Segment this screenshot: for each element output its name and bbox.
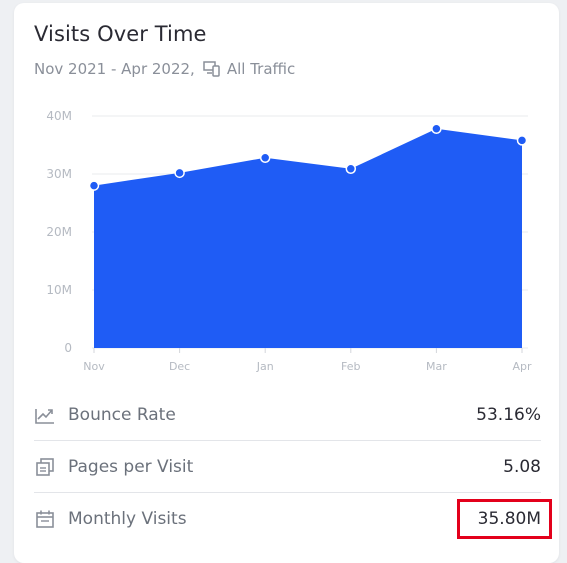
y-tick-label: 20M xyxy=(46,225,72,239)
y-tick-label: 0 xyxy=(64,341,72,355)
date-range: Nov 2021 - Apr 2022, xyxy=(34,60,195,78)
metric-value: 5.08 xyxy=(503,457,541,477)
chart-ticks: 0 10M 20M 30M 40M Nov Dec Jan Feb Mar Apr xyxy=(46,109,532,373)
highlight-box xyxy=(457,499,552,539)
traffic-filter[interactable]: All Traffic xyxy=(226,60,296,78)
y-tick-label: 40M xyxy=(46,109,72,123)
metric-label: Pages per Visit xyxy=(68,457,194,477)
divider xyxy=(34,492,541,493)
y-tick-label: 10M xyxy=(46,283,72,297)
x-tick-label: Apr xyxy=(512,360,532,373)
data-point[interactable] xyxy=(516,135,528,146)
data-point[interactable] xyxy=(174,167,185,179)
metric-bounce-rate: Bounce Rate 53.16% xyxy=(34,389,541,441)
data-point[interactable] xyxy=(345,163,357,175)
divider xyxy=(34,440,541,441)
metric-label: Monthly Visits xyxy=(68,509,187,529)
area-series xyxy=(94,128,522,348)
pages-copy-icon xyxy=(34,456,56,478)
x-tick-label: Nov xyxy=(83,360,105,373)
metric-label: Bounce Rate xyxy=(68,405,176,425)
x-tick-label: Mar xyxy=(426,360,447,373)
trend-chart-icon xyxy=(34,404,56,426)
metric-monthly-visits: Monthly Visits 35.80M xyxy=(34,493,541,545)
data-point[interactable] xyxy=(259,152,271,164)
data-point[interactable] xyxy=(431,123,442,135)
y-tick-label: 30M xyxy=(46,167,72,181)
metric-pages-per-visit: Pages per Visit 5.08 xyxy=(34,441,541,493)
x-tick-label: Jan xyxy=(256,360,274,373)
chart-area xyxy=(88,123,528,348)
devices-icon xyxy=(203,61,221,77)
x-tick-label: Dec xyxy=(169,360,190,373)
visits-area-chart: 0 10M 20M 30M 40M Nov Dec Jan Feb Mar Apr xyxy=(46,109,532,373)
metric-value: 35.80M xyxy=(477,509,541,529)
x-tick-label: Feb xyxy=(341,360,360,373)
card-subtitle: Nov 2021 - Apr 2022, All Traffic xyxy=(34,60,295,78)
metric-value: 53.16% xyxy=(476,405,541,425)
card-title: Visits Over Time xyxy=(34,22,207,46)
data-point[interactable] xyxy=(88,180,100,191)
calendar-icon xyxy=(34,508,56,530)
